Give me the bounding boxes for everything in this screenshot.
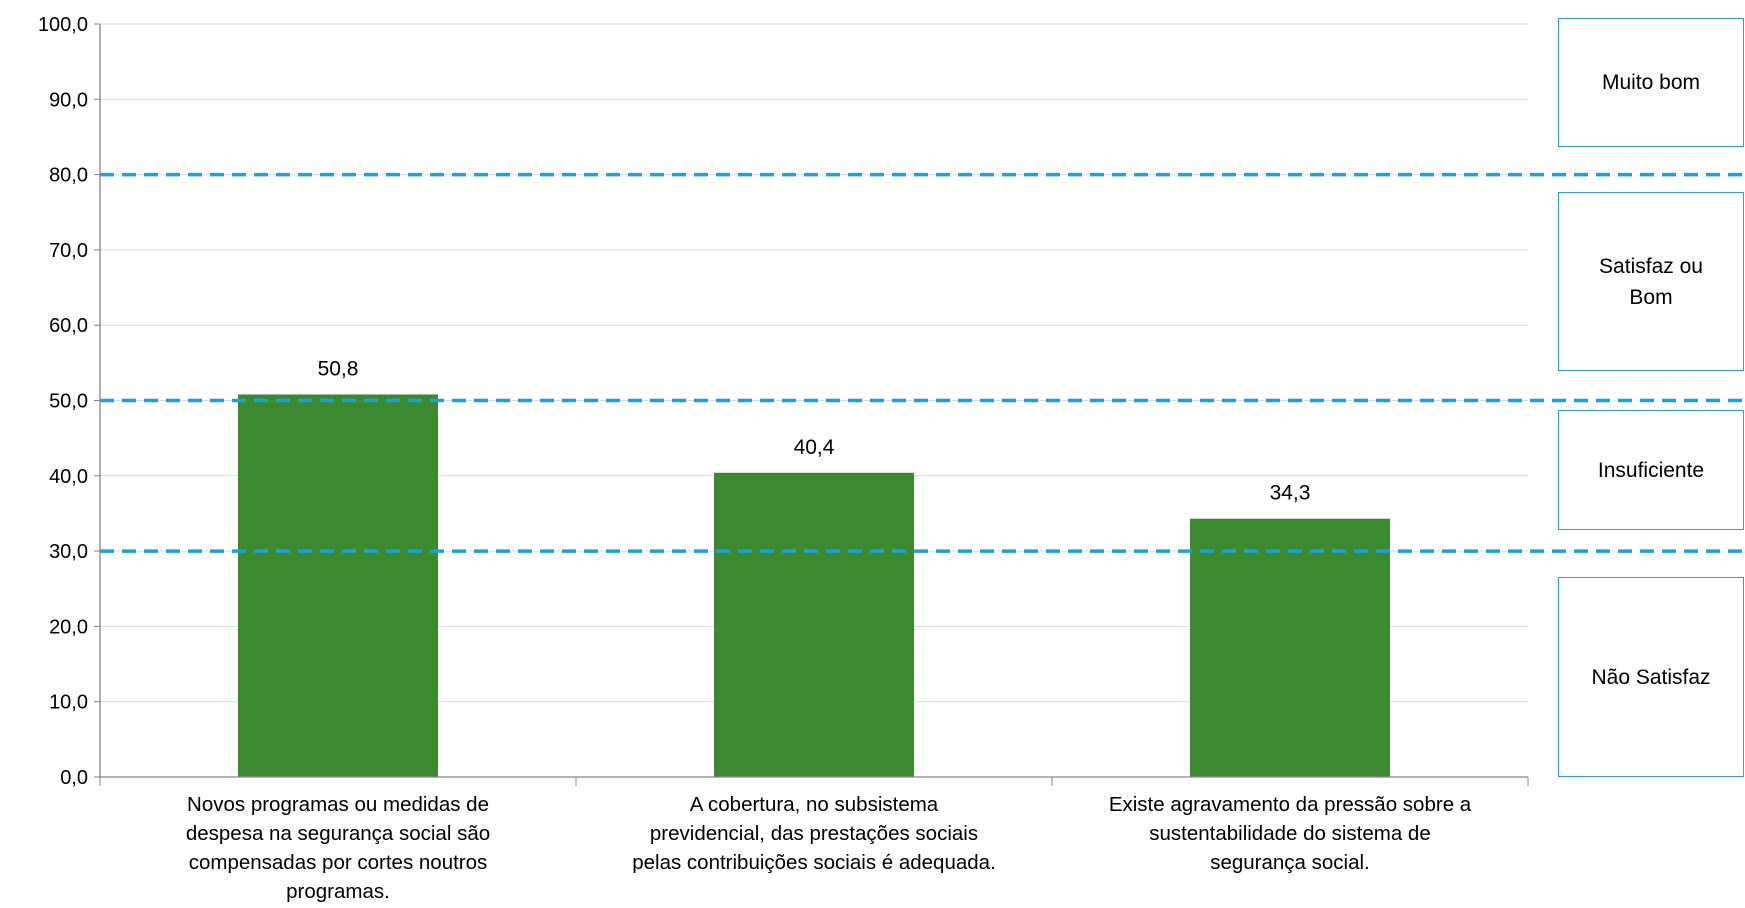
data-label: 40,4 bbox=[794, 436, 835, 459]
y-axis-tick-labels: 0,0 10,0 20,0 30,0 40,0 50,0 60,0 70,0 80,0 90,0 1… bbox=[38, 14, 88, 789]
category-label: previdencial, das prestações sociais bbox=[650, 822, 978, 845]
data-label: 50,8 bbox=[318, 357, 359, 380]
band-label: Satisfaz ou Bom bbox=[1558, 192, 1744, 371]
category-label: A cobertura, no subsistema bbox=[690, 793, 939, 816]
band-label: Não Satisfaz bbox=[1558, 577, 1744, 777]
y-tick-label: 50,0 bbox=[49, 391, 88, 413]
category-label: programas. bbox=[286, 880, 390, 903]
y-tick-label: 40,0 bbox=[49, 466, 88, 488]
category-labels: Novos programas ou medidas de despesa na … bbox=[186, 793, 1472, 903]
category-label: Existe agravamento da pressão sobre a bbox=[1109, 793, 1472, 816]
y-tick-label: 20,0 bbox=[49, 616, 88, 638]
bar bbox=[1190, 518, 1390, 777]
band-label: Muito bom bbox=[1558, 18, 1744, 147]
category-label: Novos programas ou medidas de bbox=[187, 793, 489, 816]
band-label-text: Muito bom bbox=[1601, 71, 1701, 94]
bar bbox=[714, 472, 914, 777]
y-tick-label: 0,0 bbox=[60, 767, 88, 789]
bar bbox=[238, 394, 438, 777]
y-tick-label: 60,0 bbox=[49, 315, 88, 337]
band-label: Insuficiente bbox=[1558, 410, 1744, 530]
category-label: pelas contribuições sociais é adequada. bbox=[632, 851, 996, 874]
category-label: despesa na segurança social são bbox=[186, 822, 490, 845]
band-label-text: Não Satisfaz bbox=[1591, 665, 1711, 689]
y-tick-label: 100,0 bbox=[38, 14, 88, 36]
data-label: 34,3 bbox=[1270, 482, 1311, 505]
threshold-lines bbox=[100, 172, 1745, 553]
y-tick-label: 80,0 bbox=[49, 165, 88, 187]
axes bbox=[94, 23, 1529, 786]
category-label: sustentabilidade do sistema de bbox=[1149, 822, 1431, 845]
y-tick-label: 70,0 bbox=[49, 240, 88, 262]
bars bbox=[238, 394, 1390, 777]
category-label: compensadas por cortes noutros bbox=[189, 851, 488, 874]
band-label-text: Insuficiente bbox=[1597, 458, 1705, 482]
y-tick-label: 90,0 bbox=[49, 89, 88, 111]
band-label-text: Satisfaz ou Bom bbox=[1599, 254, 1703, 309]
data-labels: 50,8 40,4 34,3 bbox=[318, 357, 1311, 504]
y-tick-label: 30,0 bbox=[49, 541, 88, 563]
y-tick-label: 10,0 bbox=[49, 692, 88, 714]
category-label: segurança social. bbox=[1210, 851, 1370, 874]
